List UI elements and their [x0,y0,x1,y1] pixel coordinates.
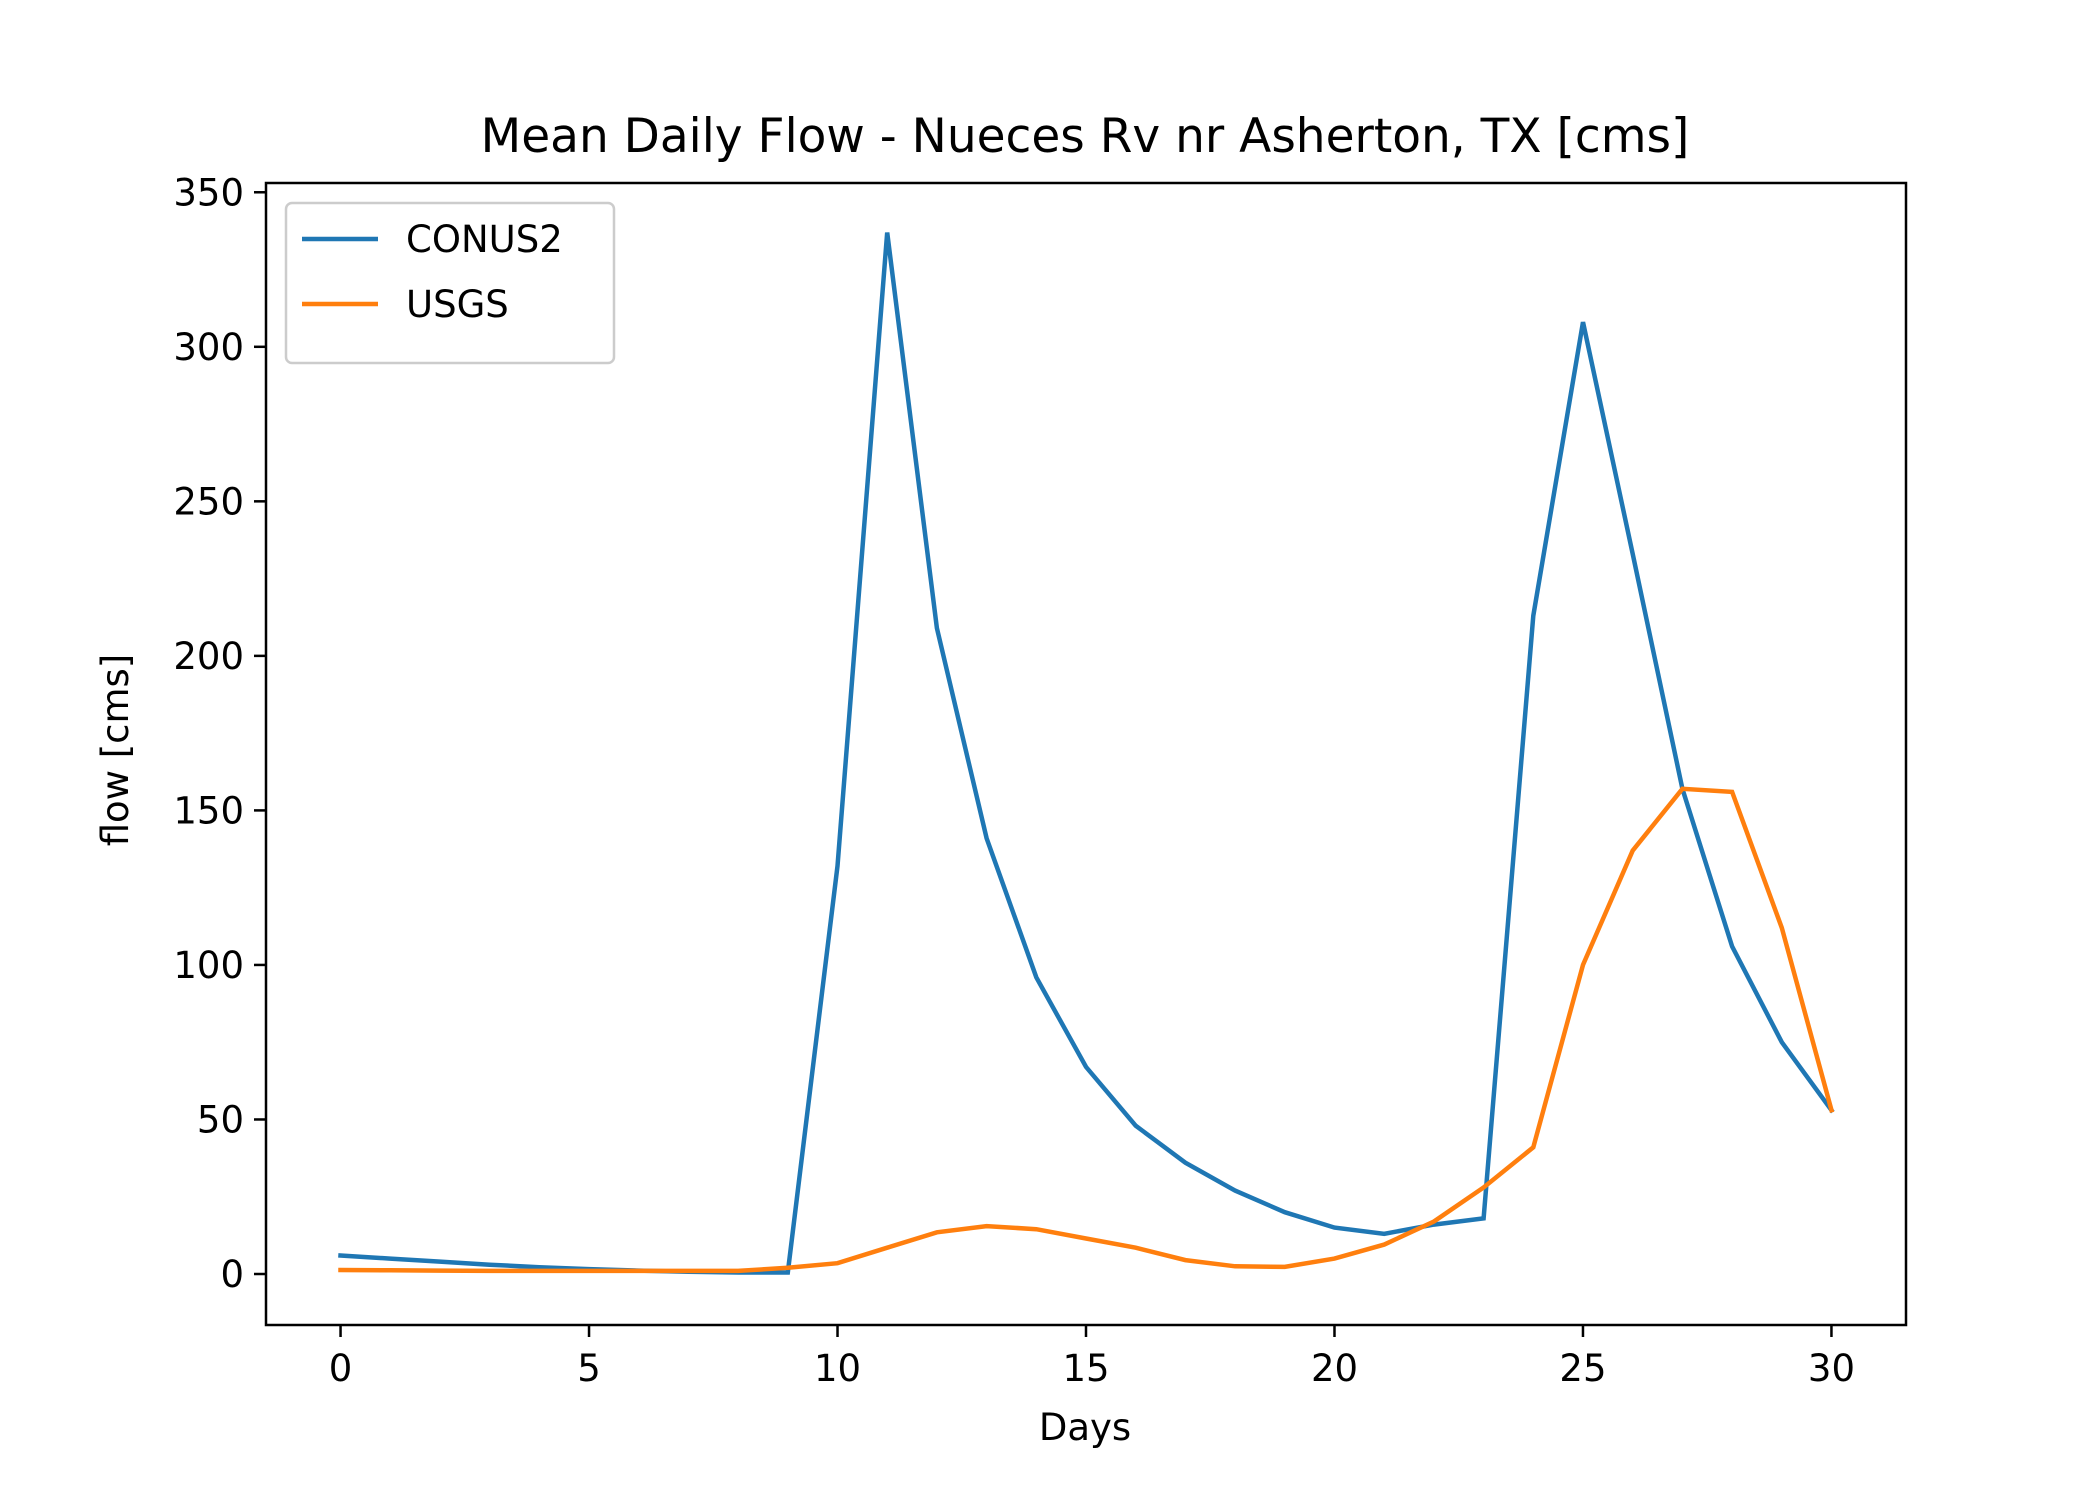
legend-label-conus2: CONUS2 [406,218,563,261]
x-tick-label: 25 [1559,1347,1606,1390]
series-line-usgs [338,786,1835,1274]
y-tick-label: 300 [173,326,244,369]
legend: CONUS2 USGS [284,201,616,365]
y-tick-label: 250 [173,480,244,523]
y-tick-label: 50 [197,1098,244,1141]
x-tick-label: 30 [1808,1347,1855,1390]
x-tick-label: 10 [814,1347,861,1390]
plot-frame [264,181,1908,1327]
y-tick-label: 200 [173,635,244,678]
y-axis-label: flow [cms] [94,654,137,847]
x-tick-label: 15 [1062,1347,1109,1390]
x-axis-label: Days [1039,1406,1131,1449]
y-tick-label: 150 [173,789,244,832]
plot-data-layer [338,232,1835,1275]
legend-label-usgs: USGS [406,283,509,326]
x-tick-label: 20 [1311,1347,1358,1390]
x-tick-label: 0 [329,1347,353,1390]
y-tick-label: 350 [173,171,244,214]
x-tick-label: 5 [577,1347,601,1390]
y-tick-label: 100 [173,944,244,987]
chart-title: Mean Daily Flow - Nueces Rv nr Asherton,… [481,109,1690,164]
y-tick-label: 0 [220,1253,244,1296]
legend-box [284,201,616,365]
